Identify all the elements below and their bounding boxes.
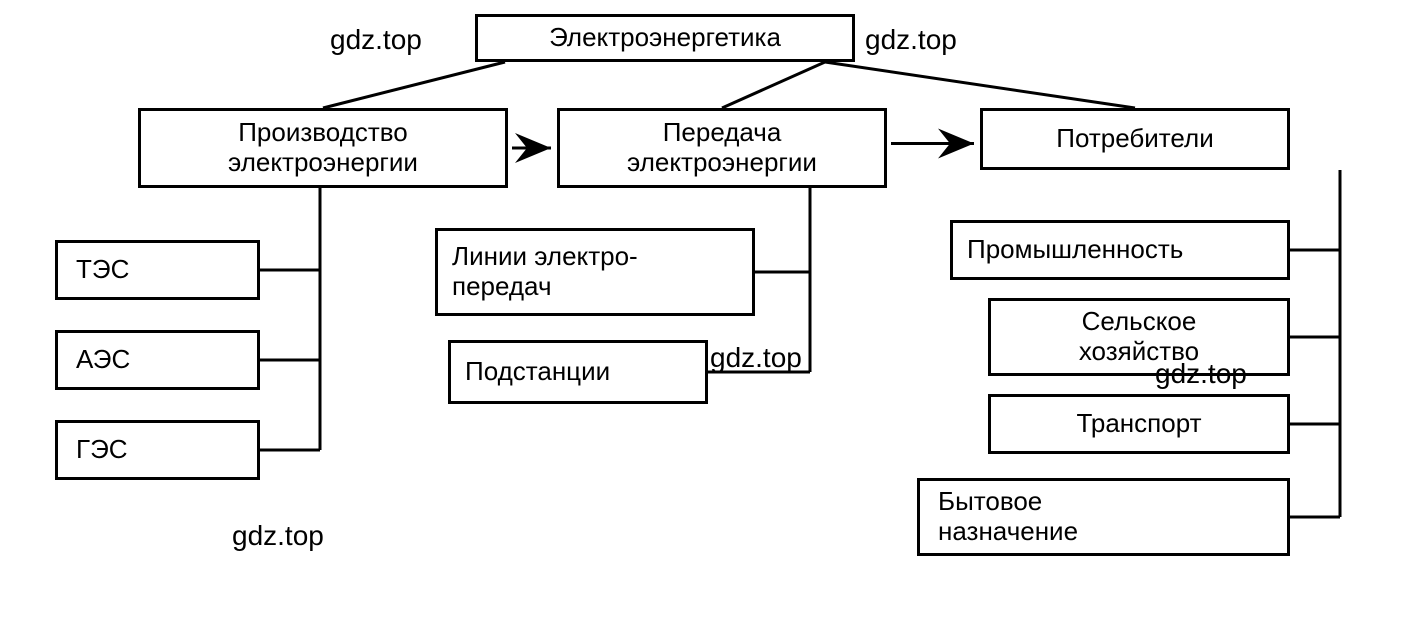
node-trans: Передача электроэнергии [557,108,887,188]
watermark-text: gdz.top [330,24,422,55]
watermark-text: gdz.top [1155,358,1247,389]
node-subst: Подстанции [448,340,708,404]
node-home-label: Бытовое назначение [938,487,1078,547]
node-lines-label: Линии электро- передач [452,242,638,302]
node-aes-label: АЭС [76,345,130,375]
node-trans-label: Передача электроэнергии [627,118,817,178]
node-root: Электроэнергетика [475,14,855,62]
node-aes: АЭС [55,330,260,390]
node-cons-label: Потребители [1056,124,1213,154]
watermark-text: gdz.top [865,24,957,55]
watermark: gdz.top [1155,358,1247,390]
watermark: gdz.top [865,24,957,56]
node-tes-label: ТЭС [76,255,129,285]
node-cons: Потребители [980,108,1290,170]
node-ind-label: Промышленность [967,235,1183,265]
watermark: gdz.top [330,24,422,56]
node-tes: ТЭС [55,240,260,300]
node-prod: Производство электроэнергии [138,108,508,188]
watermark: gdz.top [232,520,324,552]
watermark-text: gdz.top [710,342,802,373]
node-prod-label: Производство электроэнергии [228,118,418,178]
node-lines: Линии электро- передач [435,228,755,316]
node-home: Бытовое назначение [917,478,1290,556]
watermark: gdz.top [710,342,802,374]
node-subst-label: Подстанции [465,357,610,387]
node-transp-label: Транспорт [1076,409,1201,439]
watermark-text: gdz.top [232,520,324,551]
node-transp: Транспорт [988,394,1290,454]
node-ges: ГЭС [55,420,260,480]
node-ind: Промышленность [950,220,1290,280]
node-root-label: Электроэнергетика [549,23,781,53]
node-ges-label: ГЭС [76,435,128,465]
